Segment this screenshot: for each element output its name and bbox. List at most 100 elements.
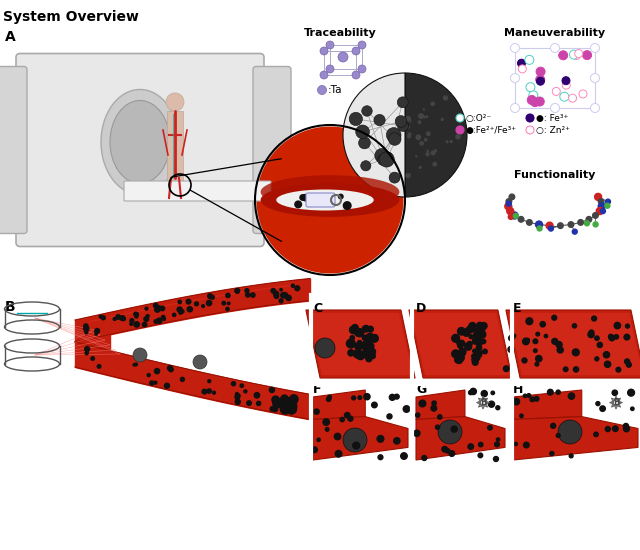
- Circle shape: [616, 367, 621, 372]
- Wedge shape: [343, 73, 405, 197]
- Circle shape: [367, 343, 374, 350]
- Circle shape: [113, 317, 116, 321]
- Ellipse shape: [276, 190, 374, 211]
- Circle shape: [291, 405, 297, 410]
- Circle shape: [431, 405, 436, 411]
- Circle shape: [358, 65, 366, 73]
- Circle shape: [361, 342, 370, 350]
- Circle shape: [91, 357, 95, 360]
- Circle shape: [426, 152, 430, 156]
- Circle shape: [438, 415, 442, 419]
- Circle shape: [312, 447, 317, 453]
- Circle shape: [468, 327, 474, 333]
- Circle shape: [271, 289, 275, 293]
- Circle shape: [130, 322, 133, 326]
- Circle shape: [419, 166, 422, 169]
- Polygon shape: [508, 313, 640, 375]
- Circle shape: [334, 433, 340, 440]
- Circle shape: [180, 377, 184, 381]
- Circle shape: [417, 120, 421, 124]
- Circle shape: [534, 349, 537, 353]
- Circle shape: [536, 332, 540, 336]
- Circle shape: [367, 348, 376, 356]
- Circle shape: [410, 120, 412, 123]
- Circle shape: [593, 213, 598, 218]
- Circle shape: [511, 212, 518, 219]
- Circle shape: [477, 350, 482, 355]
- Circle shape: [481, 339, 486, 344]
- Circle shape: [368, 336, 374, 342]
- Circle shape: [536, 355, 542, 362]
- Circle shape: [186, 299, 191, 304]
- Circle shape: [371, 335, 378, 342]
- Circle shape: [527, 96, 536, 104]
- Circle shape: [584, 221, 589, 226]
- Circle shape: [488, 401, 495, 407]
- Circle shape: [557, 223, 563, 228]
- Circle shape: [372, 336, 378, 341]
- Circle shape: [488, 426, 492, 430]
- Circle shape: [477, 322, 483, 328]
- Circle shape: [279, 299, 283, 303]
- FancyBboxPatch shape: [253, 67, 291, 234]
- Circle shape: [154, 368, 159, 374]
- Text: B: B: [5, 300, 15, 314]
- Text: A: A: [5, 30, 16, 44]
- Circle shape: [339, 194, 343, 199]
- Circle shape: [202, 389, 207, 394]
- Circle shape: [598, 203, 605, 210]
- Circle shape: [270, 407, 275, 411]
- Circle shape: [130, 318, 134, 322]
- Circle shape: [467, 342, 472, 346]
- Circle shape: [413, 430, 420, 436]
- Circle shape: [405, 126, 408, 129]
- Circle shape: [161, 315, 165, 319]
- Circle shape: [326, 65, 334, 73]
- Circle shape: [558, 420, 582, 444]
- Polygon shape: [513, 390, 582, 420]
- Circle shape: [369, 334, 374, 340]
- Text: B: B: [480, 398, 486, 407]
- Circle shape: [407, 134, 412, 139]
- Circle shape: [369, 350, 374, 354]
- Circle shape: [458, 349, 466, 356]
- Circle shape: [563, 367, 568, 372]
- Circle shape: [463, 329, 470, 336]
- Circle shape: [232, 382, 236, 386]
- Circle shape: [476, 338, 483, 345]
- Circle shape: [609, 335, 615, 341]
- Circle shape: [511, 103, 520, 113]
- Circle shape: [546, 222, 553, 229]
- Circle shape: [364, 351, 371, 358]
- Circle shape: [544, 334, 548, 338]
- Ellipse shape: [257, 126, 403, 273]
- Circle shape: [497, 438, 500, 441]
- Circle shape: [419, 400, 426, 407]
- Circle shape: [326, 41, 334, 49]
- Circle shape: [353, 442, 360, 449]
- Circle shape: [600, 208, 605, 213]
- Circle shape: [472, 359, 478, 365]
- Circle shape: [523, 338, 529, 345]
- Circle shape: [366, 333, 374, 341]
- Circle shape: [287, 404, 296, 414]
- Circle shape: [568, 222, 573, 227]
- Circle shape: [379, 152, 394, 167]
- Circle shape: [133, 364, 136, 366]
- Circle shape: [524, 442, 529, 448]
- Circle shape: [358, 137, 371, 149]
- Circle shape: [187, 307, 193, 312]
- Circle shape: [273, 292, 278, 296]
- Circle shape: [273, 407, 278, 411]
- Circle shape: [552, 338, 557, 344]
- Circle shape: [328, 395, 332, 399]
- Circle shape: [452, 334, 460, 342]
- Circle shape: [458, 343, 463, 348]
- Circle shape: [95, 333, 97, 335]
- Circle shape: [166, 93, 184, 111]
- Circle shape: [591, 43, 600, 52]
- Circle shape: [582, 51, 591, 59]
- Circle shape: [572, 229, 577, 234]
- Circle shape: [491, 391, 495, 394]
- Circle shape: [579, 90, 587, 98]
